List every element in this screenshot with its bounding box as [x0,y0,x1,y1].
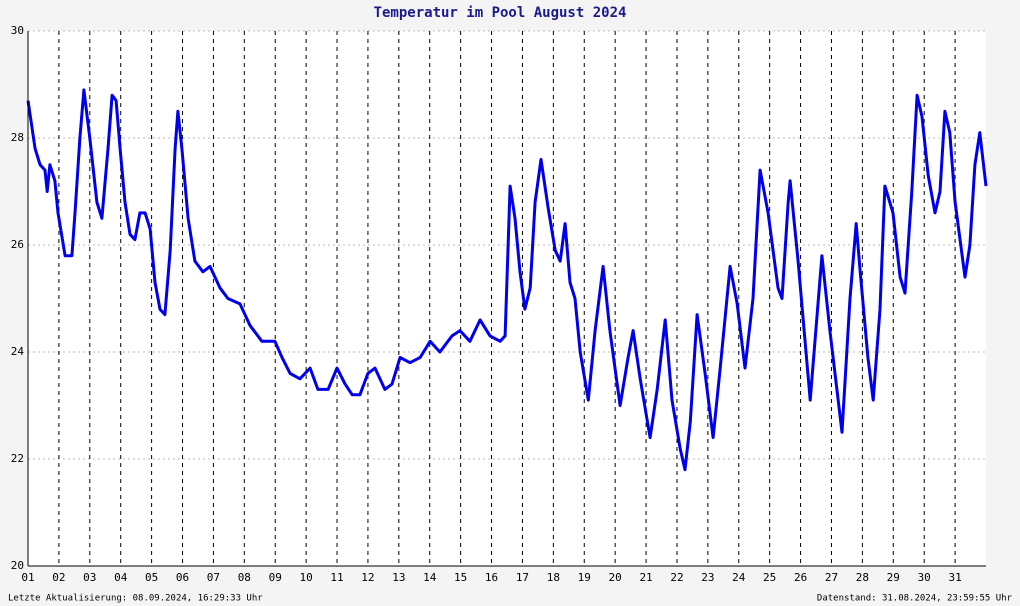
grid [28,30,986,567]
x-tick-label: 26 [794,571,807,584]
x-tick-label: 07 [207,571,220,584]
marks [26,88,988,472]
x-tick-label: 30 [918,571,931,584]
x-tick-label: 20 [609,571,622,584]
x-tick-label: 25 [763,571,776,584]
y-tick-label: 28 [11,131,24,144]
y-tick-label: 22 [11,452,24,465]
chart-title: Temperatur im Pool August 2024 [374,5,627,21]
y-tick-label: 24 [11,345,25,358]
x-tick-label: 19 [578,571,591,584]
x-tick-label: 31 [948,571,961,584]
x-tick-label: 09 [269,571,282,584]
x-tick-label: 05 [145,571,158,584]
y-tick-label: 30 [11,24,24,37]
x-tick-label: 06 [176,571,189,584]
x-tick-label: 01 [21,571,34,584]
x-tick-label: 21 [639,571,652,584]
x-tick-label: 14 [423,571,437,584]
x-tick-label: 24 [732,571,746,584]
x-tick-label: 10 [300,571,313,584]
footer-left: Letzte Aktualisierung: 08.09.2024, 16:29… [8,594,263,604]
x-tick-label: 02 [52,571,65,584]
temperature-line [26,88,988,472]
x-tick-label: 13 [392,571,405,584]
y-tick-label: 26 [11,238,24,251]
x-tick-label: 22 [670,571,683,584]
x-tick-label: 03 [83,571,96,584]
x-tick-label: 15 [454,571,467,584]
x-tick-label: 17 [516,571,529,584]
x-tick-label: 12 [361,571,374,584]
x-tick-label: 08 [238,571,251,584]
footer-right: Datenstand: 31.08.2024, 23:59:55 Uhr [817,594,1013,604]
x-tick-label: 28 [856,571,869,584]
y-tick-label: 20 [11,559,24,572]
x-tick-label: 27 [825,571,838,584]
x-tick-label: 18 [547,571,560,584]
x-tick-label: 23 [701,571,714,584]
x-tick-label: 16 [485,571,498,584]
x-tick-label: 11 [330,571,343,584]
x-tick-label: 04 [114,571,128,584]
x-tick-label: 29 [887,571,900,584]
